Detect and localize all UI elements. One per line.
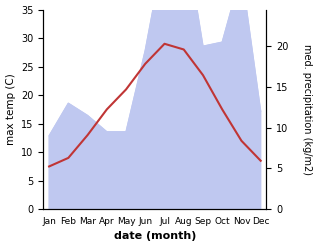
Y-axis label: max temp (C): max temp (C) xyxy=(5,74,16,145)
Y-axis label: med. precipitation (kg/m2): med. precipitation (kg/m2) xyxy=(302,44,313,175)
X-axis label: date (month): date (month) xyxy=(114,231,196,242)
